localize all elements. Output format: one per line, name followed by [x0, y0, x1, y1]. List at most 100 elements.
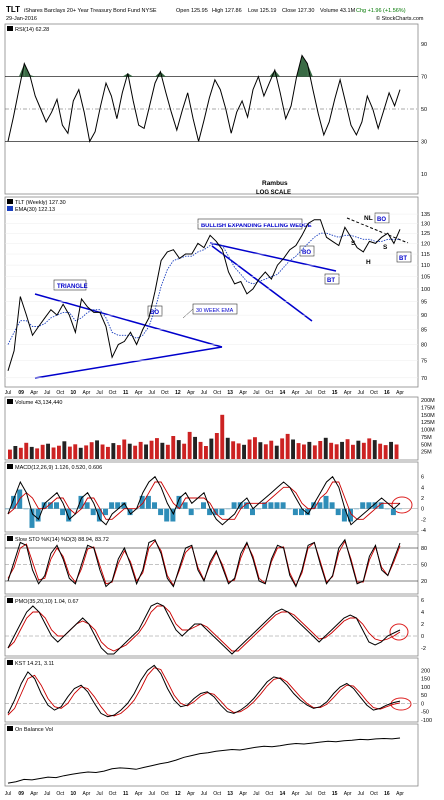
- volume-bar: [231, 441, 236, 459]
- bo2-label: BO: [302, 250, 311, 256]
- bottom-x-tick: Jul: [5, 791, 11, 797]
- macd-histogram-bar: [262, 502, 268, 509]
- volume-bar: [193, 436, 197, 459]
- macd-histogram-bar: [341, 508, 347, 522]
- bo2-box: [299, 245, 315, 257]
- macd-histogram-bar: [109, 502, 115, 509]
- price-y-tick: 110: [421, 263, 430, 269]
- price-y-tick: 85: [421, 327, 427, 333]
- sto-y-tick: 80: [421, 546, 427, 552]
- macd-y-tick: 0: [421, 507, 424, 513]
- change-value: Chg +1.96 (+1.56%): [356, 8, 406, 14]
- pmo-y-tick: 2: [421, 622, 424, 628]
- volume-bar: [106, 446, 110, 459]
- macd-histogram-bar: [237, 502, 243, 509]
- pmo-panel-frame: [4, 595, 419, 657]
- volume-bar: [214, 433, 219, 459]
- price-x-tick: 13: [227, 390, 233, 396]
- volume-bar: [351, 444, 355, 459]
- price-y-tick: 75: [421, 359, 427, 365]
- price-y-tick: 100: [421, 287, 430, 293]
- volume-bar: [372, 440, 377, 459]
- volume-title: Volume 43,134,440: [15, 400, 62, 406]
- volume-bar: [78, 447, 83, 459]
- macd-histogram-bar: [231, 502, 237, 509]
- price-y-tick: 80: [421, 343, 427, 349]
- bottom-x-tick: Apr: [83, 791, 91, 797]
- macd-histogram-bar: [280, 502, 286, 509]
- volume-bar: [247, 439, 252, 459]
- price-y-tick: 125: [421, 231, 430, 237]
- kst-signal-line: [7, 667, 401, 717]
- volume-bar: [133, 445, 138, 459]
- ema-line: [7, 232, 400, 345]
- volume-bar: [29, 446, 34, 459]
- macd-y-tick: 6: [421, 475, 424, 481]
- bo1-label: BO: [150, 310, 159, 316]
- wedge-lower-trendline: [211, 245, 313, 322]
- macd-legend-swatch: [7, 464, 13, 469]
- price-x-tick: Apr: [187, 390, 195, 396]
- author-label: Rambus: [262, 180, 288, 187]
- macd-histogram-bar: [372, 502, 378, 509]
- macd-histogram-bar: [145, 495, 151, 509]
- chart-date: 29-Jan-2016: [6, 16, 37, 22]
- volume-legend-swatch: [7, 399, 13, 404]
- kst-line: [7, 664, 401, 718]
- volume-bar: [394, 444, 399, 459]
- price-y-tick: 90: [421, 313, 427, 319]
- pmo-circle: [389, 623, 409, 641]
- close-value: Close 127.30: [282, 8, 314, 14]
- volume-y-tick: 175M: [421, 405, 435, 411]
- macd-histogram-bar: [378, 502, 384, 509]
- bottom-x-tick: Jul: [44, 791, 50, 797]
- macd-histogram-bar: [188, 508, 194, 516]
- rsi-overbought-fill: [29, 74, 36, 77]
- right-shoulder-label: S: [383, 244, 388, 251]
- pmo-legend-swatch: [7, 598, 13, 603]
- bt2-label: BT: [399, 256, 407, 262]
- macd-histogram-bar: [292, 508, 298, 516]
- price-x-tick: Jul: [5, 390, 11, 396]
- ticker: TLT: [6, 5, 20, 14]
- macd-histogram-bar: [329, 502, 335, 509]
- bottom-x-tick: Jul: [305, 791, 311, 797]
- price-x-tick: Apr: [396, 390, 404, 396]
- volume-bar: [209, 438, 214, 459]
- macd-histogram-bar: [384, 508, 390, 510]
- volume-bar: [253, 437, 257, 459]
- rsi-title: RSI(14) 62.28: [15, 27, 49, 33]
- macd-histogram-bar: [207, 508, 213, 516]
- volume-bar: [46, 443, 50, 459]
- macd-histogram-bar: [11, 495, 17, 509]
- volume-bar: [361, 442, 366, 459]
- triangle-lower-trendline: [34, 346, 223, 379]
- bottom-x-tick: Jul: [253, 791, 259, 797]
- bt2-box: [396, 251, 412, 263]
- bottom-x-tick: Oct: [56, 791, 64, 797]
- rsi-overbought-fill: [122, 73, 128, 77]
- rsi-y-tick: 90: [421, 42, 427, 48]
- price-x-tick: 14: [280, 390, 286, 396]
- price-y-tick: 70: [421, 376, 427, 382]
- macd-histogram-bar: [127, 508, 133, 516]
- volume-bar: [383, 445, 388, 459]
- macd-line: [7, 475, 401, 526]
- macd-histogram-bar: [225, 508, 231, 510]
- price-x-tick: Jul: [148, 390, 154, 396]
- volume-y-tick: 150M: [421, 413, 435, 419]
- macd-y-tick: -2: [421, 517, 426, 523]
- volume-bar: [302, 444, 306, 459]
- macd-y-tick: 4: [421, 485, 424, 491]
- macd-histogram-bar: [335, 508, 341, 516]
- macd-histogram-bar: [78, 495, 84, 509]
- price-x-tick: Jul: [96, 390, 102, 396]
- price-x-tick: Apr: [239, 390, 247, 396]
- price-y-tick: 105: [421, 275, 430, 281]
- price-x-tick: Apr: [30, 390, 38, 396]
- bottom-x-tick: Jul: [201, 791, 207, 797]
- bottom-x-tick: 12: [175, 791, 181, 797]
- volume-bar: [378, 443, 383, 459]
- volume-bar: [318, 441, 323, 459]
